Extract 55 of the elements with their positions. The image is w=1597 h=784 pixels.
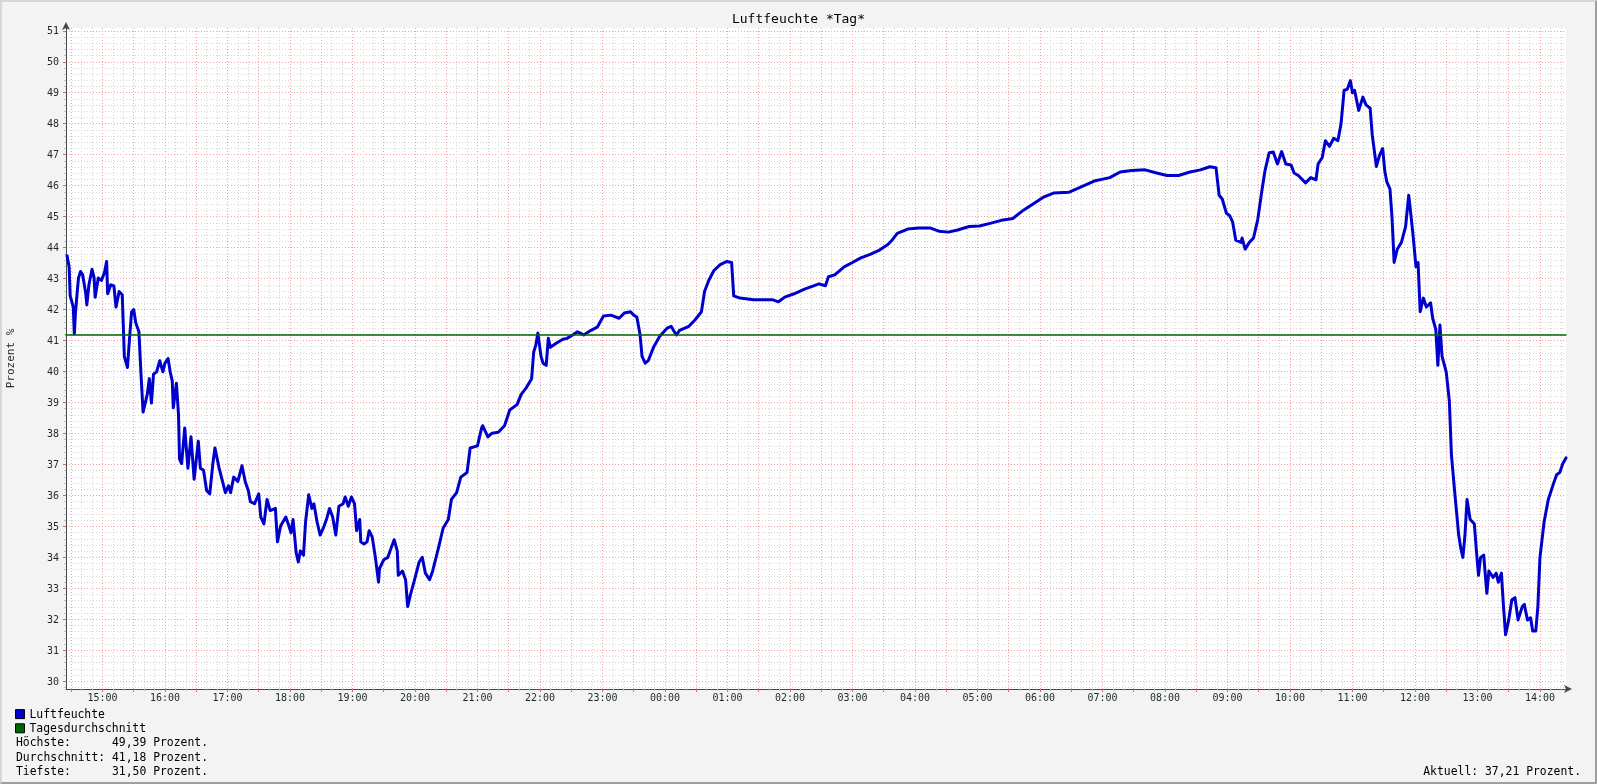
x-tick-label: 13:00 <box>1462 691 1493 703</box>
y-tick-label: 33 <box>46 582 59 594</box>
y-tick-label: 49 <box>46 87 59 99</box>
x-tick-label: 19:00 <box>337 691 368 703</box>
x-tick-label: 08:00 <box>1149 691 1181 703</box>
x-tick-label: 14:00 <box>1524 691 1556 703</box>
y-tick-label: 38 <box>46 427 59 439</box>
text: Höchste: 49,39 Prozent. <box>16 735 209 750</box>
y-tick-label: 37 <box>46 458 59 470</box>
y-tick-label: 36 <box>46 489 59 501</box>
text: Durchschnitt: 41,18 Prozent. <box>16 749 209 764</box>
x-tick-label: 09:00 <box>1212 691 1243 703</box>
y-tick-label: 34 <box>46 551 59 563</box>
x-tick-label: 04:00 <box>899 691 931 703</box>
y-tick-label: 51 <box>46 25 59 37</box>
x-tick-label: 10:00 <box>1274 691 1306 703</box>
line-series <box>65 79 1568 637</box>
x-tick-label: 11:00 <box>1337 691 1368 703</box>
chart-title: Luftfeuchte *Tag* <box>731 11 866 26</box>
x-tick-label: 02:00 <box>774 691 806 703</box>
y-tick-label: 41 <box>46 335 59 347</box>
legend-label: Tagesdurchschnitt <box>29 721 147 736</box>
text: Aktuell: 37,21 Prozent. <box>1423 763 1581 778</box>
y-axis-title: Prozent % <box>4 328 17 389</box>
y-tick-label: 32 <box>46 613 59 625</box>
x-tick-label: 22:00 <box>524 691 556 703</box>
x-tick-label: 12:00 <box>1399 691 1431 703</box>
legend-label: Luftfeuchte <box>29 707 106 722</box>
y-tick-label: 31 <box>46 644 59 656</box>
x-tick-label: 20:00 <box>399 691 431 703</box>
y-tick-label: 47 <box>46 149 59 161</box>
x-tick-label: 01:00 <box>712 691 743 703</box>
x-tick-label: 03:00 <box>837 691 868 703</box>
x-tick-label: 18:00 <box>274 691 306 703</box>
y-tick-label: 50 <box>46 56 59 68</box>
x-tick-label: 21:00 <box>462 691 493 703</box>
x-tick-label: 16:00 <box>149 691 181 703</box>
y-tick-label: 46 <box>46 180 59 192</box>
y-tick-label: 42 <box>46 304 59 316</box>
x-tick-label: 15:00 <box>87 691 118 703</box>
x-tick-label: 05:00 <box>962 691 993 703</box>
y-tick-label: 39 <box>46 396 59 408</box>
y-tick-label: 48 <box>46 118 59 130</box>
x-tick-label: 06:00 <box>1024 691 1056 703</box>
y-tick-label: 40 <box>46 366 59 378</box>
y-tick-label: 43 <box>46 273 59 285</box>
y-tick-label: 30 <box>46 675 59 687</box>
y-tick-label: 35 <box>46 520 59 532</box>
x-tick-label: 17:00 <box>212 691 243 703</box>
y-tick-label: 44 <box>46 242 59 254</box>
x-tick-label: 07:00 <box>1087 691 1118 703</box>
text: Tiefste: 31,50 Prozent. <box>16 763 209 778</box>
y-tick-label: 45 <box>46 211 59 223</box>
x-tick-label: 00:00 <box>649 691 681 703</box>
x-tick-label: 23:00 <box>587 691 618 703</box>
